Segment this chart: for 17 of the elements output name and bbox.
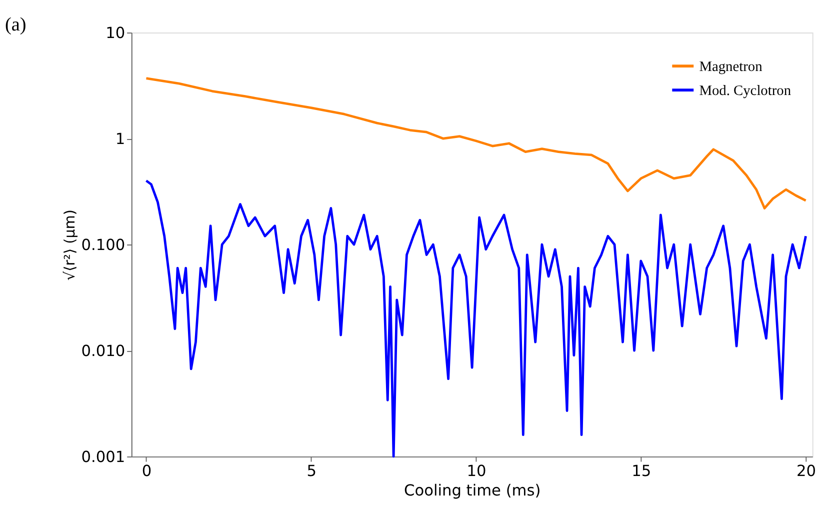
x-tick-label: 20: [796, 462, 816, 480]
legend-label: Mod. Cyclotron: [699, 82, 792, 99]
y-tick-label: 10: [106, 24, 126, 42]
x-axis-title: Cooling time (ms): [404, 481, 541, 500]
x-tick-label: 15: [632, 462, 652, 480]
y-axis-title: √⟨r²⟩ (μm): [62, 210, 79, 280]
y-tick-label: 0.100: [81, 236, 126, 254]
x-tick-label: 5: [306, 462, 316, 480]
legend-label: Magnetron: [699, 58, 762, 75]
chart-title: (a): [4, 14, 26, 36]
y-tick-label: 0.010: [81, 342, 126, 360]
line-series: [145, 77, 807, 210]
y-tick-label: 0.001: [81, 448, 126, 466]
y-tick-label: 1: [115, 130, 126, 148]
line-series: [145, 180, 807, 458]
x-tick-label: 10: [466, 462, 486, 480]
x-tick-label: 0: [142, 462, 152, 480]
